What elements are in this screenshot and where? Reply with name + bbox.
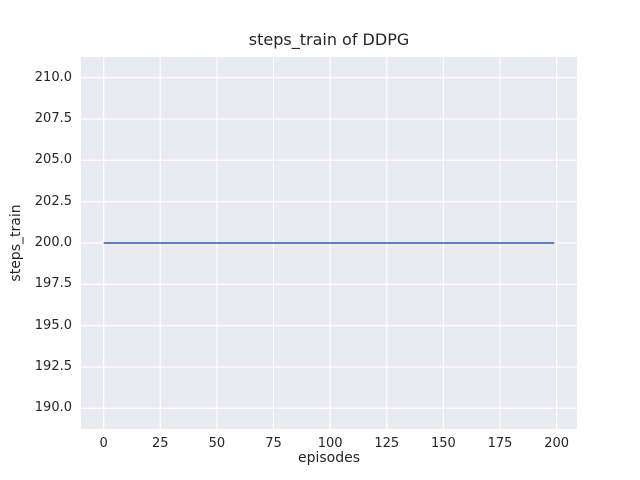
x-tick-label: 25 <box>151 436 169 451</box>
x-tick-label: 200 <box>544 436 570 451</box>
x-axis-label: episodes <box>297 450 361 466</box>
y-tick-label: 207.5 <box>34 111 72 126</box>
y-tick-label: 205.0 <box>34 152 72 168</box>
x-tick-label: 125 <box>374 436 400 451</box>
x-tick-label: 175 <box>487 436 513 451</box>
y-tick-label: 202.5 <box>34 193 72 209</box>
x-tick-label: 150 <box>430 436 456 451</box>
y-tick-label: 197.5 <box>34 276 72 292</box>
x-tick-label: 100 <box>317 436 343 451</box>
x-tick-label: 0 <box>99 436 108 451</box>
y-tick-label: 190.0 <box>34 400 72 416</box>
y-tick-label: 192.5 <box>34 359 72 374</box>
y-tick-label: 200.0 <box>34 235 72 250</box>
chart-title: steps_train of DDPG <box>248 30 410 49</box>
y-tick-label: 195.0 <box>34 317 72 333</box>
y-tick-label: 210.0 <box>34 69 72 85</box>
x-tick-label: 50 <box>208 436 226 451</box>
plot-canvas <box>81 57 577 429</box>
plot-area <box>81 57 577 429</box>
x-tick-label: 75 <box>265 436 282 451</box>
